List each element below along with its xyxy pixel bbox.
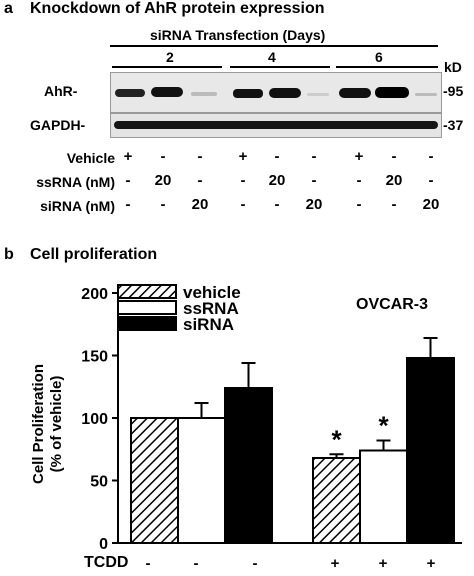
cell-line-label: OVCAR-3 xyxy=(356,296,429,313)
treatment-cell: - xyxy=(274,148,280,165)
bar-sirna-no-tcdd xyxy=(224,387,273,544)
tcdd-cell: - xyxy=(193,555,199,572)
treatment-cell: - xyxy=(274,196,280,213)
treatment-cell: - xyxy=(125,172,131,189)
treatment-cell: - xyxy=(197,172,203,189)
blot-band xyxy=(114,121,438,129)
blot-band xyxy=(233,89,263,98)
y-axis-label-line-1: Cell Proliferation xyxy=(30,363,47,485)
header-underline xyxy=(110,45,438,47)
tcdd-cell: + xyxy=(330,555,340,572)
blot-band xyxy=(191,92,217,96)
y-tick-label: 50 xyxy=(90,474,108,491)
treatment-cell: + xyxy=(354,148,364,165)
treatment-cell: 20 xyxy=(268,172,286,189)
blot-band xyxy=(151,87,183,97)
treatment-cell: - xyxy=(356,172,362,189)
bar-ssrna-tcdd xyxy=(359,449,408,544)
day-label-6: 6 xyxy=(375,49,383,65)
treatment-cell: - xyxy=(197,148,203,165)
treatment-cell: - xyxy=(428,172,434,189)
treatment-cell: 20 xyxy=(154,172,172,189)
bar-ssrna-no-tcdd xyxy=(177,417,226,544)
kd-unit: kD xyxy=(444,59,462,75)
treatment-cell: - xyxy=(240,172,246,189)
treatment-cell: - xyxy=(356,196,362,213)
tcdd-cell: + xyxy=(378,555,388,572)
blot-band xyxy=(307,93,329,96)
day-label-2: 2 xyxy=(166,49,174,65)
treatment-cell: - xyxy=(391,148,397,165)
y-axis-label-line-2: (% of vehicle) xyxy=(48,375,65,473)
panel-b-letter: b xyxy=(4,246,14,263)
significance-asterisk: * xyxy=(331,424,342,454)
treatment-cell: - xyxy=(240,196,246,213)
treatment-cell: - xyxy=(160,148,166,165)
y-tick-label: 100 xyxy=(81,411,108,428)
y-tick-label: 200 xyxy=(81,286,108,303)
legend-swatch-ssrna xyxy=(117,300,177,315)
treatment-row-label: ssRNA (nM) xyxy=(36,174,115,190)
blot-band xyxy=(269,88,301,98)
legend-swatch-vehicle xyxy=(117,284,177,299)
legend-swatch-sirna xyxy=(117,316,177,331)
tcdd-cell: - xyxy=(145,555,151,572)
treatment-row-label: siRNA (nM) xyxy=(40,198,115,214)
legend-label-ssrna: ssRNA xyxy=(183,299,239,318)
tcdd-cell: + xyxy=(426,555,436,572)
blot-band xyxy=(339,88,371,98)
gapdh-marker: -37 xyxy=(443,117,464,133)
treatment-cell: - xyxy=(391,196,397,213)
tcdd-cell: - xyxy=(252,555,258,572)
transfection-header: siRNA Transfection (Days) xyxy=(150,27,326,43)
blot-band xyxy=(375,87,409,98)
treatment-cell: 20 xyxy=(422,196,440,213)
significance-asterisk: * xyxy=(378,411,389,441)
treatment-cell: - xyxy=(428,148,434,165)
blot-band xyxy=(115,89,145,97)
treatment-cell: - xyxy=(311,172,317,189)
panel-a-letter: a xyxy=(4,0,13,17)
treatment-cell: 20 xyxy=(385,172,403,189)
blot-band xyxy=(415,93,437,96)
bar-sirna-tcdd xyxy=(406,357,455,544)
treatment-row-label: Vehicle xyxy=(66,150,115,166)
day-group-line-4 xyxy=(230,66,330,68)
treatment-cell: - xyxy=(160,196,166,213)
gapdh-blot xyxy=(110,113,442,138)
treatment-cell: - xyxy=(311,148,317,165)
ahr-label: AhR- xyxy=(44,83,78,99)
treatment-cell: 20 xyxy=(305,196,323,213)
ahr-marker: -95 xyxy=(443,83,464,99)
bar-vehicle-no-tcdd xyxy=(130,417,179,544)
treatment-cell: + xyxy=(123,148,133,165)
y-tick-label: 0 xyxy=(99,536,108,553)
treatment-cell: - xyxy=(125,196,131,213)
treatment-cell: + xyxy=(238,148,248,165)
y-tick-label: 150 xyxy=(81,349,108,366)
tcdd-label: TCDD xyxy=(84,554,129,571)
bar-vehicle-tcdd xyxy=(312,457,361,544)
panel-b-title: Cell proliferation xyxy=(30,246,158,263)
legend-label-sirna: siRNA xyxy=(183,315,234,334)
y-axis-label: Cell Proliferation (% of vehicle) xyxy=(30,354,66,494)
gapdh-label: GAPDH- xyxy=(30,117,86,133)
legend-label-vehicle: vehicle xyxy=(183,283,241,302)
ahr-blot xyxy=(110,72,442,113)
day-group-line-2 xyxy=(112,66,222,68)
day-group-line-6 xyxy=(336,66,438,68)
treatment-cell: 20 xyxy=(191,196,209,213)
panel-a-title: Knockdown of AhR protein expression xyxy=(30,0,325,17)
day-label-4: 4 xyxy=(268,49,276,65)
